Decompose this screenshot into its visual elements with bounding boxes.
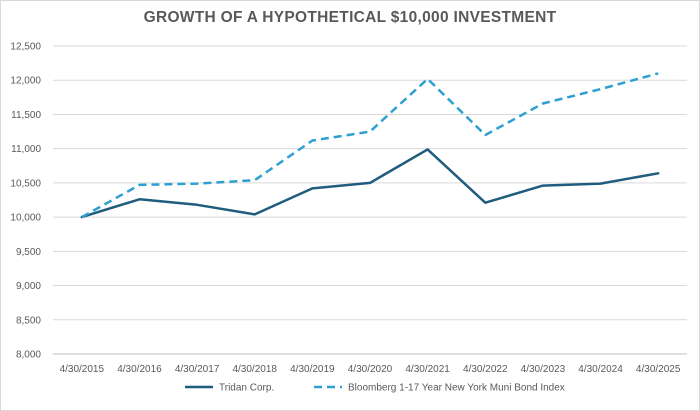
- y-tick-label: 11,000: [11, 144, 41, 155]
- x-tick-label: 4/30/2018: [232, 364, 277, 375]
- y-tick-label: 8,000: [16, 350, 41, 361]
- x-tick-label: 4/30/2015: [60, 364, 105, 375]
- x-tick-label: 4/30/2022: [463, 364, 508, 375]
- y-tick-label: 12,500: [10, 42, 41, 53]
- y-tick-label: 12,000: [10, 76, 41, 87]
- legend: Tridan Corp. Bloomberg 1-17 Year New York…: [185, 383, 565, 394]
- x-axis-ticks: 4/30/2015 4/30/2016 4/30/2017 4/30/2018 4/30…: [60, 364, 681, 375]
- x-tick-label: 4/30/2024: [578, 364, 623, 375]
- x-tick-label: 4/30/2017: [175, 364, 220, 375]
- x-tick-label: 4/30/2020: [348, 364, 393, 375]
- y-tick-label: 10,500: [10, 178, 41, 189]
- x-tick-label: 4/30/2016: [117, 364, 162, 375]
- legend-label: Bloomberg 1-17 Year New York Muni Bond I…: [348, 383, 565, 394]
- y-tick-label: 10,000: [10, 213, 41, 224]
- y-tick-label: 11,500: [11, 110, 41, 121]
- y-tick-label: 9,000: [16, 281, 41, 292]
- series-lines: [80, 72, 660, 219]
- gridlines: [53, 45, 687, 355]
- y-tick-label: 8,500: [16, 315, 41, 326]
- x-tick-label: 4/30/2023: [521, 364, 566, 375]
- x-tick-label: 4/30/2021: [405, 364, 450, 375]
- chart-title: GROWTH OF A HYPOTHETICAL $10,000 INVESTM…: [143, 9, 557, 26]
- y-axis-ticks: 8,000 8,500 9,000 9,500 10,000 10,500 11,000 11…: [10, 42, 41, 361]
- legend-label: Tridan Corp.: [219, 383, 274, 394]
- x-tick-label: 4/30/2025: [636, 364, 681, 375]
- series-line: [81, 72, 659, 219]
- series-line: [80, 148, 660, 219]
- x-tick-label: 4/30/2019: [290, 364, 335, 375]
- y-tick-label: 9,500: [16, 247, 41, 258]
